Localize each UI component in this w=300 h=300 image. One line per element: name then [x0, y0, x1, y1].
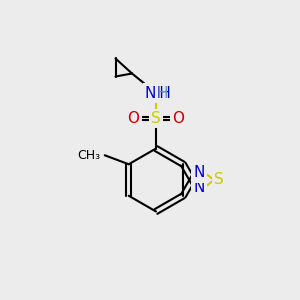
Text: N: N: [193, 166, 205, 181]
Text: S: S: [151, 111, 161, 126]
Text: NH: NH: [148, 85, 171, 100]
Text: O: O: [128, 111, 140, 126]
Text: O: O: [172, 111, 184, 126]
Text: N: N: [145, 85, 156, 100]
Text: H: H: [157, 85, 168, 100]
Text: N: N: [193, 179, 205, 194]
Text: CH₃: CH₃: [77, 149, 100, 162]
Text: S: S: [214, 172, 224, 188]
